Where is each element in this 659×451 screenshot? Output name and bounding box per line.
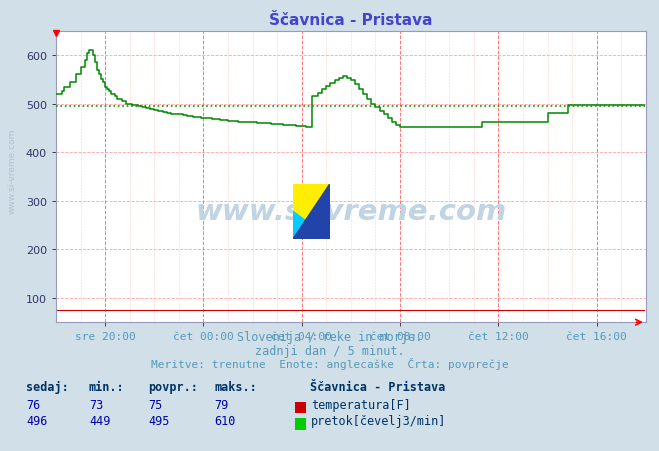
Text: sedaj:: sedaj:: [26, 380, 69, 393]
Text: 79: 79: [214, 398, 229, 411]
Polygon shape: [293, 212, 330, 239]
Text: 76: 76: [26, 398, 41, 411]
Text: Meritve: trenutne  Enote: angleсaške  Črta: povprečje: Meritve: trenutne Enote: angleсaške Črta…: [151, 358, 508, 369]
Text: 75: 75: [148, 398, 163, 411]
Text: Slovenija / reke in morje.: Slovenija / reke in morje.: [237, 331, 422, 344]
Title: Ščavnica - Pristava: Ščavnica - Pristava: [269, 13, 433, 28]
Text: maks.:: maks.:: [214, 380, 257, 393]
Polygon shape: [293, 185, 330, 239]
Text: temperatura[F]: temperatura[F]: [311, 398, 411, 411]
Text: 610: 610: [214, 414, 235, 427]
Text: 449: 449: [89, 414, 110, 427]
Text: pretok[čevelj3/min]: pretok[čevelj3/min]: [311, 414, 446, 427]
Text: www.si-vreme.com: www.si-vreme.com: [8, 129, 17, 214]
Text: www.si-vreme.com: www.si-vreme.com: [195, 198, 507, 226]
Text: Ščavnica - Pristava: Ščavnica - Pristava: [310, 380, 445, 393]
Text: 496: 496: [26, 414, 47, 427]
Text: 495: 495: [148, 414, 169, 427]
Text: zadnji dan / 5 minut.: zadnji dan / 5 minut.: [254, 344, 405, 357]
Polygon shape: [293, 185, 330, 239]
Text: povpr.:: povpr.:: [148, 380, 198, 393]
Text: 73: 73: [89, 398, 103, 411]
Text: min.:: min.:: [89, 380, 125, 393]
